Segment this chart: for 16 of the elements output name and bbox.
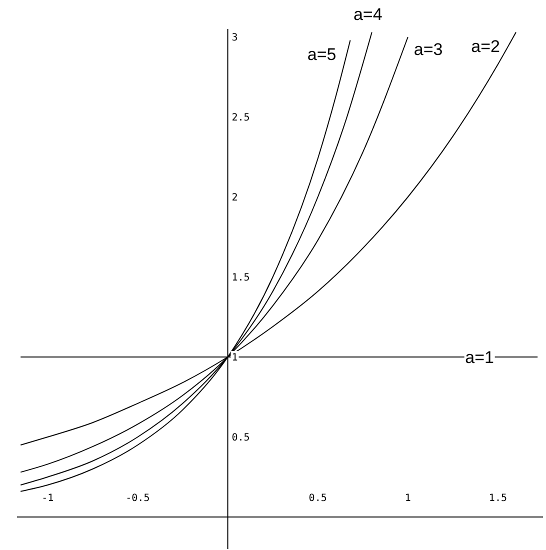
- y-tick-label: 2: [232, 192, 238, 204]
- series-label: a=3: [414, 40, 443, 59]
- x-tick-label: -1: [42, 493, 54, 504]
- series-label: a=5: [307, 45, 336, 64]
- y-tick-label: 2.5: [232, 112, 250, 124]
- x-tick-label: 1: [404, 493, 411, 504]
- series-label: a=4: [353, 5, 382, 24]
- x-tick-label: 0.5: [308, 493, 327, 504]
- y-tick-label: 3: [232, 32, 238, 44]
- y-tick-label: 1.5: [232, 272, 250, 284]
- x-tick-label: 1.5: [488, 493, 507, 504]
- series-label: a=2: [471, 37, 500, 56]
- y-tick-label: 1: [232, 352, 238, 364]
- x-tick-label: -0.5: [126, 493, 150, 504]
- y-tick-label: 0.5: [232, 432, 250, 444]
- series-label: a=1: [465, 348, 494, 367]
